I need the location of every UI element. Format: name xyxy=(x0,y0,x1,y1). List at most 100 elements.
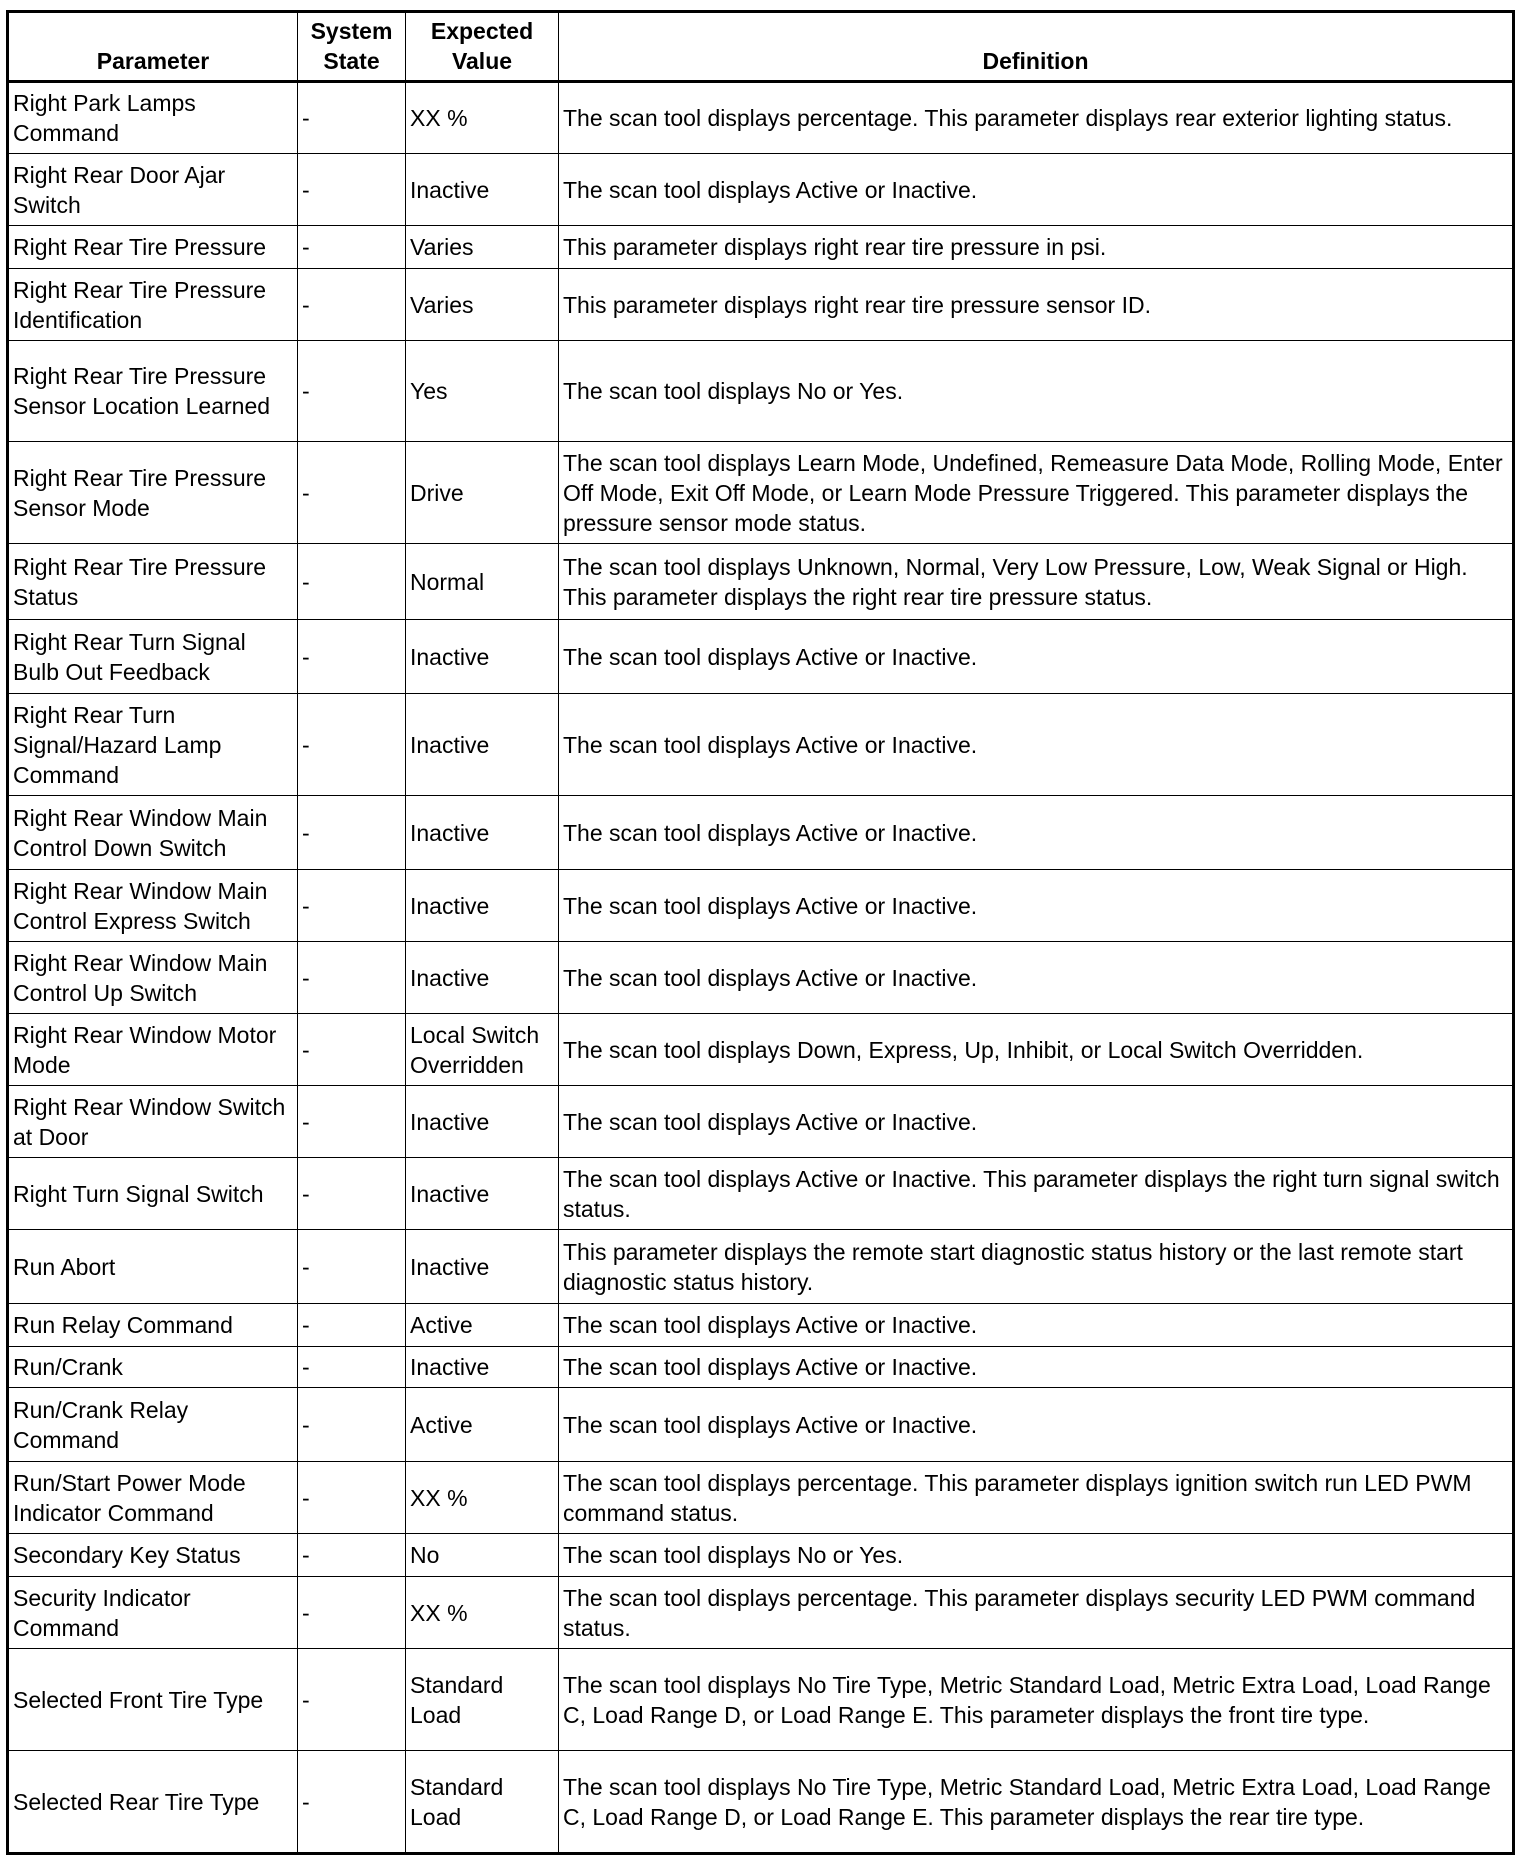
cell-definition: The scan tool displays Unknown, Normal, … xyxy=(558,543,1514,620)
cell-parameter: Right Rear Window Main Control Down Swit… xyxy=(7,795,298,870)
cell-parameter: Run Abort xyxy=(7,1229,298,1304)
cell-system-state: - xyxy=(297,1346,406,1388)
table-row: Right Rear Window Main Control Down Swit… xyxy=(7,795,1514,870)
cell-parameter: Right Rear Turn Signal/Hazard Lamp Comma… xyxy=(7,693,298,796)
cell-system-state: - xyxy=(297,693,406,796)
cell-system-state: - xyxy=(297,81,406,154)
cell-definition: The scan tool displays percentage. This … xyxy=(558,1576,1514,1649)
cell-parameter: Right Rear Tire Pressure xyxy=(7,225,298,269)
cell-expected-value: Normal xyxy=(405,543,559,620)
cell-system-state: - xyxy=(297,153,406,226)
table-row: Right Rear Window Switch at Door - Inactiv… xyxy=(7,1085,1514,1158)
cell-system-state: - xyxy=(297,1387,406,1462)
cell-parameter: Right Rear Door Ajar Switch xyxy=(7,153,298,226)
cell-parameter: Selected Front Tire Type xyxy=(7,1648,298,1751)
cell-system-state: - xyxy=(297,1576,406,1649)
cell-definition: The scan tool displays Active or Inactiv… xyxy=(558,153,1514,226)
cell-parameter: Right Rear Window Motor Mode xyxy=(7,1013,298,1086)
cell-expected-value: Inactive xyxy=(405,693,559,796)
cell-expected-value: Inactive xyxy=(405,1085,559,1158)
cell-definition: The scan tool displays Active or Inactiv… xyxy=(558,941,1514,1014)
table-row: Right Rear Tire Pressure - Varies This para… xyxy=(7,225,1514,269)
cell-parameter: Secondary Key Status xyxy=(7,1533,298,1577)
table-row: Right Rear Turn Signal/Hazard Lamp Comma… xyxy=(7,693,1514,796)
header-row: Parameter System State Expected Value De… xyxy=(7,11,1514,83)
table-row: Run Abort - Inactive This parameter display… xyxy=(7,1229,1514,1304)
cell-expected-value: Standard Load xyxy=(405,1648,559,1751)
table-row: Secondary Key Status - No The scan tool dis… xyxy=(7,1533,1514,1577)
cell-expected-value: Active xyxy=(405,1303,559,1347)
cell-expected-value: XX % xyxy=(405,1461,559,1534)
table-row: Right Rear Tire Pressure Sensor Location… xyxy=(7,340,1514,442)
table-row: Run/Start Power Mode Indicator Command - X… xyxy=(7,1461,1514,1534)
cell-definition: The scan tool displays Active or Inactiv… xyxy=(558,693,1514,796)
cell-definition: This parameter displays right rear tire … xyxy=(558,268,1514,341)
cell-definition: The scan tool displays Down, Express, Up… xyxy=(558,1013,1514,1086)
table-row: Security Indicator Command - XX % The scan … xyxy=(7,1576,1514,1649)
cell-definition: The scan tool displays No or Yes. xyxy=(558,1533,1514,1577)
cell-expected-value: Local Switch Overridden xyxy=(405,1013,559,1086)
cell-expected-value: Standard Load xyxy=(405,1750,559,1854)
cell-system-state: - xyxy=(297,225,406,269)
cell-definition: The scan tool displays percentage. This … xyxy=(558,81,1514,154)
cell-system-state: - xyxy=(297,1303,406,1347)
table-row: Right Rear Tire Pressure Sensor Mode - Dri… xyxy=(7,441,1514,544)
cell-expected-value: XX % xyxy=(405,81,559,154)
cell-definition: This parameter displays right rear tire … xyxy=(558,225,1514,269)
table-row: Run/Crank Relay Command - Active The scan t… xyxy=(7,1387,1514,1462)
table-row: Right Rear Tire Pressure Identification -… xyxy=(7,268,1514,341)
cell-parameter: Right Park Lamps Command xyxy=(7,81,298,154)
cell-definition: The scan tool displays Active or Inactiv… xyxy=(558,1157,1514,1230)
cell-system-state: - xyxy=(297,1533,406,1577)
cell-system-state: - xyxy=(297,441,406,544)
table-row: Right Rear Tire Pressure Status - Normal Th… xyxy=(7,543,1514,620)
cell-system-state: - xyxy=(297,869,406,942)
table-row: Right Rear Window Main Control Express S… xyxy=(7,869,1514,942)
cell-expected-value: XX % xyxy=(405,1576,559,1649)
cell-parameter: Run/Crank xyxy=(7,1346,298,1388)
cell-system-state: - xyxy=(297,1157,406,1230)
cell-expected-value: Inactive xyxy=(405,869,559,942)
cell-parameter: Right Turn Signal Switch xyxy=(7,1157,298,1230)
table-row: Run/Crank - Inactive The scan tool displays… xyxy=(7,1346,1514,1388)
header-parameter: Parameter xyxy=(7,11,298,83)
cell-definition: The scan tool displays Active or Inactiv… xyxy=(558,1303,1514,1347)
cell-expected-value: Yes xyxy=(405,340,559,442)
cell-definition: The scan tool displays No Tire Type, Met… xyxy=(558,1750,1514,1854)
cell-definition: The scan tool displays Active or Inactiv… xyxy=(558,869,1514,942)
cell-parameter: Right Rear Tire Pressure Status xyxy=(7,543,298,620)
table-row: Run Relay Command - Active The scan tool di… xyxy=(7,1303,1514,1347)
cell-definition: The scan tool displays Active or Inactiv… xyxy=(558,1085,1514,1158)
cell-parameter: Right Rear Window Main Control Up Switch xyxy=(7,941,298,1014)
table-body: Right Park Lamps Command - XX % The scan to… xyxy=(7,81,1514,1854)
cell-system-state: - xyxy=(297,941,406,1014)
cell-system-state: - xyxy=(297,795,406,870)
cell-expected-value: Drive xyxy=(405,441,559,544)
cell-parameter: Security Indicator Command xyxy=(7,1576,298,1649)
cell-expected-value: Inactive xyxy=(405,1346,559,1388)
cell-definition: The scan tool displays Active or Inactiv… xyxy=(558,619,1514,694)
cell-expected-value: Inactive xyxy=(405,619,559,694)
cell-system-state: - xyxy=(297,340,406,442)
table-row: Right Rear Turn Signal Bulb Out Feedback… xyxy=(7,619,1514,694)
cell-definition: The scan tool displays Learn Mode, Undef… xyxy=(558,441,1514,544)
table-row: Selected Front Tire Type - Standard Load Th… xyxy=(7,1648,1514,1751)
cell-parameter: Selected Rear Tire Type xyxy=(7,1750,298,1854)
cell-expected-value: Inactive xyxy=(405,795,559,870)
cell-definition: The scan tool displays percentage. This … xyxy=(558,1461,1514,1534)
header-expected-value: Expected Value xyxy=(405,11,559,83)
table-row: Right Park Lamps Command - XX % The scan to… xyxy=(7,81,1514,154)
cell-expected-value: Inactive xyxy=(405,153,559,226)
cell-system-state: - xyxy=(297,1229,406,1304)
cell-expected-value: Varies xyxy=(405,268,559,341)
cell-expected-value: Varies xyxy=(405,225,559,269)
table-row: Right Turn Signal Switch - Inactive The sca… xyxy=(7,1157,1514,1230)
cell-system-state: - xyxy=(297,543,406,620)
cell-parameter: Run Relay Command xyxy=(7,1303,298,1347)
cell-parameter: Right Rear Window Switch at Door xyxy=(7,1085,298,1158)
header-system-state: System State xyxy=(297,11,406,83)
cell-parameter: Right Rear Tire Pressure Sensor Location… xyxy=(7,340,298,442)
cell-expected-value: Inactive xyxy=(405,941,559,1014)
cell-expected-value: Inactive xyxy=(405,1157,559,1230)
cell-system-state: - xyxy=(297,1013,406,1086)
